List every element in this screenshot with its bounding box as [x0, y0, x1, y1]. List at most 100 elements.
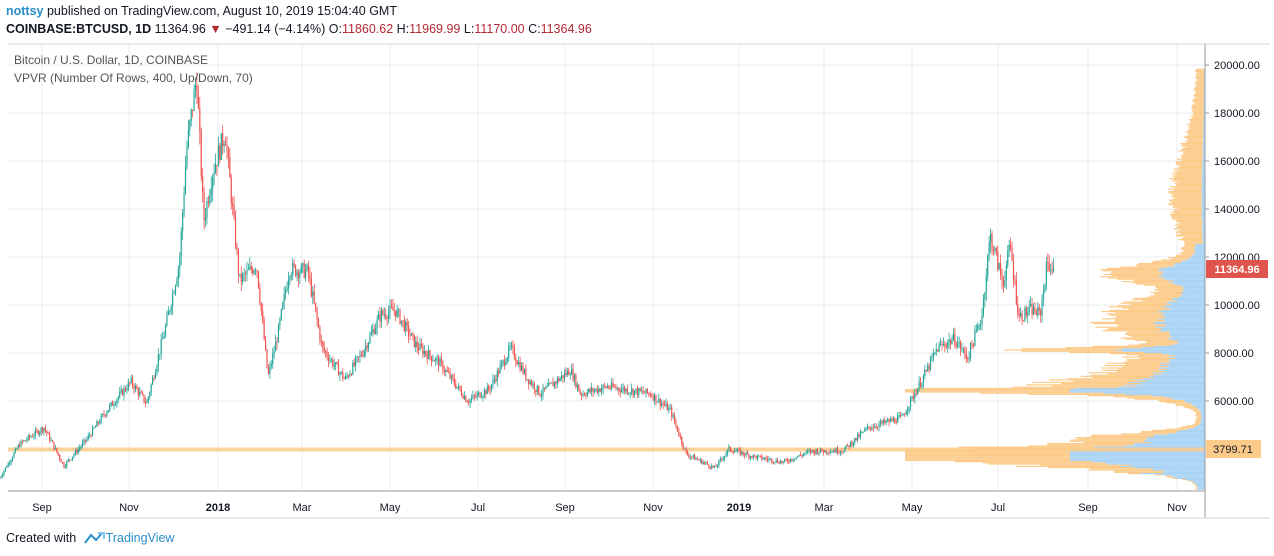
candle-body: [1007, 250, 1009, 266]
candle-body: [86, 438, 88, 442]
candle-body: [868, 426, 870, 428]
candle-body: [911, 396, 913, 398]
candle-body: [299, 272, 301, 278]
vp-down-bar: [1107, 267, 1161, 269]
vp-down-bar: [1196, 80, 1205, 82]
candle-body: [283, 293, 285, 303]
vp-up-bar: [1202, 237, 1205, 239]
candle-body: [606, 386, 608, 388]
candle-body: [772, 462, 774, 464]
tradingview-logo-icon: [83, 532, 105, 544]
vp-down-bar: [1187, 133, 1204, 135]
vp-up-bar: [1168, 356, 1205, 358]
candle-body: [752, 455, 754, 458]
vp-up-bar: [1070, 452, 1205, 454]
candle-body: [626, 388, 628, 394]
vp-down-bar: [1117, 324, 1166, 326]
vp-up-bar: [1203, 110, 1205, 112]
candle-body: [572, 368, 574, 381]
vp-down-bar: [1177, 223, 1203, 225]
author-name[interactable]: nottsy: [6, 4, 44, 18]
vp-down-bar: [1126, 397, 1170, 399]
candle-body: [934, 352, 936, 354]
vp-up-bar: [1202, 221, 1205, 223]
series-legend[interactable]: Bitcoin / U.S. Dollar, 1D, COINBASE: [14, 53, 209, 67]
vp-up-bar: [1201, 416, 1205, 418]
candle-body: [957, 343, 959, 347]
candle-body: [459, 385, 461, 390]
vp-up-bar: [1202, 233, 1205, 235]
poc-line: [8, 447, 1204, 452]
tradingview-brand[interactable]: TradingView: [105, 531, 175, 545]
candle-body: [133, 385, 135, 390]
candle-body: [150, 384, 152, 393]
candle-body: [918, 381, 920, 389]
candle-body: [881, 421, 883, 424]
vp-down-bar: [1182, 156, 1203, 158]
candle-body: [129, 382, 131, 384]
vp-up-bar: [1196, 488, 1205, 490]
candle-body: [601, 388, 603, 392]
candle-body: [300, 264, 302, 273]
candle-body: [682, 443, 684, 448]
vp-down-bar: [1174, 187, 1202, 189]
candle-body: [116, 399, 118, 405]
candle-body: [47, 433, 49, 435]
candle-body: [789, 459, 791, 462]
vp-up-bar: [1165, 315, 1205, 317]
vp-down-bar: [1168, 200, 1202, 202]
vp-up-bar: [1143, 440, 1205, 442]
ohlc-bar: COINBASE:BTCUSD, 1D 11364.96 ▼ −491.14 (…: [6, 22, 592, 36]
vp-down-bar: [1192, 114, 1204, 116]
vp-down-bar: [1183, 236, 1203, 238]
candle-body: [325, 350, 327, 353]
candle-body: [857, 434, 859, 440]
vp-up-bar: [1201, 193, 1205, 195]
candle-body: [449, 372, 451, 379]
vp-down-bar: [1170, 216, 1202, 218]
candle-body: [582, 393, 584, 396]
vp-down-bar: [982, 462, 1106, 464]
vp-down-bar: [1192, 409, 1200, 411]
candle-body: [795, 457, 797, 460]
vp-down-bar: [905, 459, 1070, 461]
candle-body: [1018, 313, 1020, 317]
vp-down-bar: [1065, 347, 1143, 349]
vp-down-bar: [1176, 171, 1203, 173]
candle-body: [179, 257, 181, 269]
candle-body: [902, 414, 904, 416]
vp-down-bar: [1090, 374, 1154, 376]
close-label: C:: [528, 22, 541, 36]
vp-up-bar: [1162, 353, 1205, 355]
vp-up-bar: [1202, 223, 1205, 225]
vp-down-bar: [1146, 341, 1179, 343]
indicator-legend[interactable]: VPVR (Number Of Rows, 400, Up/Down, 70): [14, 71, 253, 85]
price-axis: 6000.008000.0010000.0012000.0014000.0016…: [1205, 60, 1260, 408]
vp-up-bar: [1203, 115, 1205, 117]
vp-up-bar: [1140, 383, 1205, 385]
candle-body: [508, 346, 510, 358]
vp-down-bar: [1116, 315, 1166, 317]
candle-body: [276, 341, 278, 343]
candle-body: [373, 329, 375, 334]
candle-body: [718, 460, 720, 466]
vp-up-bar: [1171, 299, 1205, 301]
candle-body: [56, 447, 58, 453]
candle-body: [885, 421, 887, 423]
candle-body: [821, 448, 823, 452]
candle-body: [1035, 313, 1037, 316]
vp-up-bar: [1202, 151, 1205, 153]
vp-up-bar: [1193, 252, 1205, 254]
candle-body: [46, 430, 48, 434]
vp-down-bar: [1168, 191, 1202, 193]
vp-up-bar: [1092, 461, 1205, 463]
candle-body: [19, 445, 21, 447]
candle-body: [39, 432, 41, 435]
candle-body: [550, 382, 553, 384]
candle-body: [53, 442, 55, 450]
vp-up-bar: [1201, 203, 1205, 205]
candle-body: [426, 354, 428, 359]
candle-body: [741, 451, 743, 455]
candle-body: [257, 271, 260, 288]
